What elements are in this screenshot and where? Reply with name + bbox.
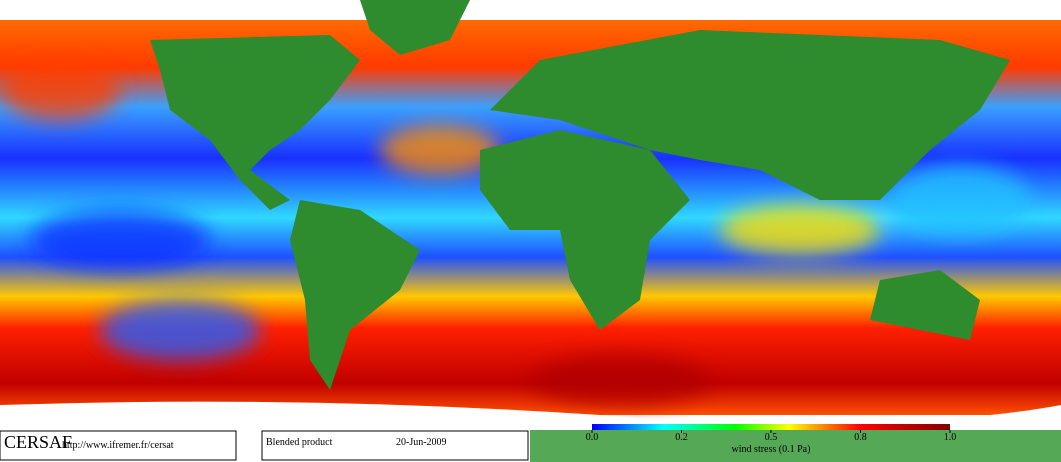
colorbar-tick-label: 0.2 <box>675 432 688 443</box>
continents <box>150 0 1010 390</box>
antarctica <box>0 401 1061 430</box>
product: Blended product <box>266 437 333 448</box>
colorbar-tick-label: 0.0 <box>586 432 599 443</box>
url: http://www.ifremer.fr/cersat <box>62 440 174 451</box>
wind-texture <box>0 60 1030 405</box>
colorbar <box>592 424 950 430</box>
product-box <box>261 430 529 461</box>
colorbar-label: wind stress (0.1 Pa) <box>732 444 811 455</box>
logo-box <box>0 430 237 461</box>
colorbar-tick-label: 0.5 <box>765 432 778 443</box>
date: 20-Jun-2009 <box>396 437 447 448</box>
colorbar-tick-label: 1.0 <box>944 432 957 443</box>
colorbar-tick-label: 0.8 <box>854 432 867 443</box>
logo: CERSAF <box>4 432 72 452</box>
land-strip <box>530 430 1061 462</box>
